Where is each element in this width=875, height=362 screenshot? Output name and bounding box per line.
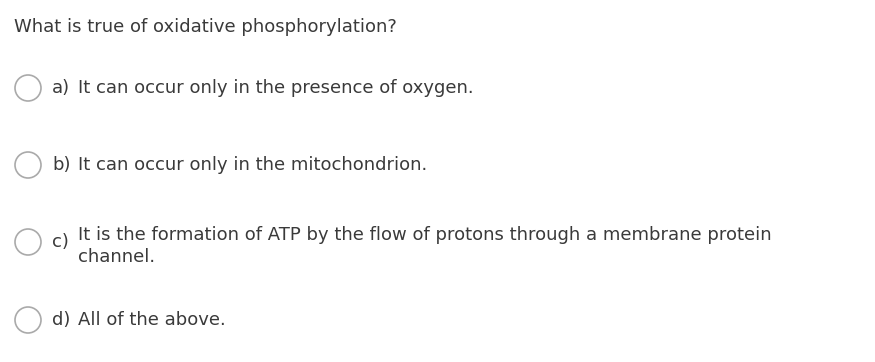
Text: All of the above.: All of the above.: [78, 311, 226, 329]
Text: d): d): [52, 311, 70, 329]
Text: It is the formation of ATP by the flow of protons through a membrane protein: It is the formation of ATP by the flow o…: [78, 226, 772, 244]
Text: It can occur only in the mitochondrion.: It can occur only in the mitochondrion.: [78, 156, 427, 174]
Text: c): c): [52, 233, 69, 251]
Text: channel.: channel.: [78, 248, 155, 266]
Text: It can occur only in the presence of oxygen.: It can occur only in the presence of oxy…: [78, 79, 473, 97]
Text: b): b): [52, 156, 71, 174]
Text: a): a): [52, 79, 70, 97]
Text: What is true of oxidative phosphorylation?: What is true of oxidative phosphorylatio…: [14, 18, 397, 36]
